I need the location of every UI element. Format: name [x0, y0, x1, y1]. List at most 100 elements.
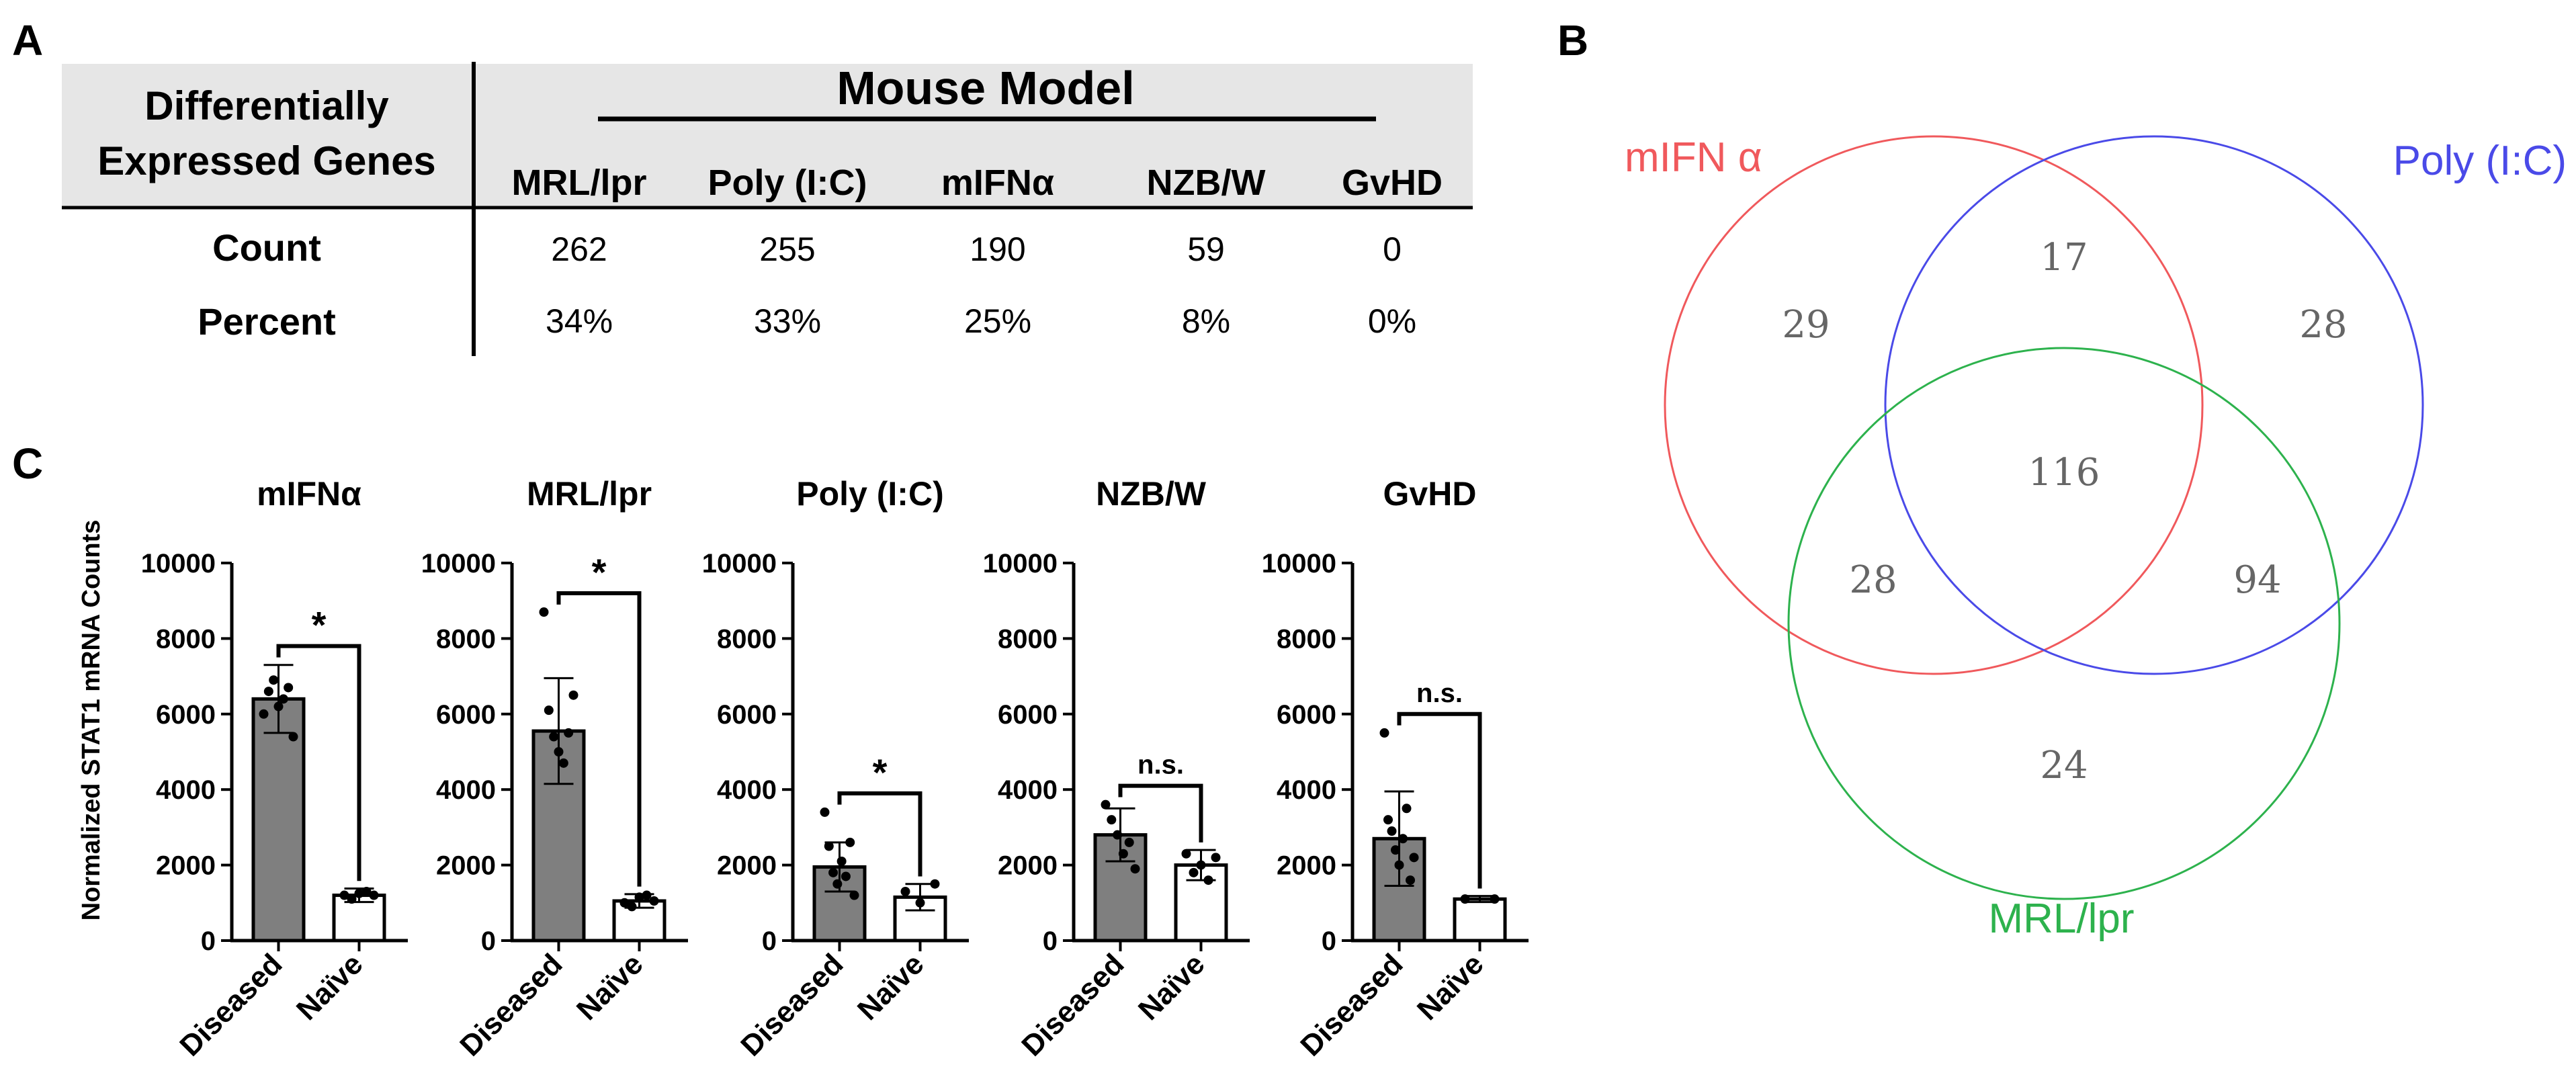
chart-title: Poly (I:C) — [796, 475, 943, 513]
venn-label-poly-ic: Poly (I:C) — [2393, 138, 2567, 184]
venn-circle-mrl-lpr — [1787, 347, 2341, 900]
data-point-diseased — [828, 867, 839, 877]
panel-label-a: A — [12, 16, 43, 64]
column-header-gvhd: GvHD — [1342, 163, 1443, 203]
x-category-label-diseased: Diseased — [1294, 947, 1409, 1062]
significance-label: n.s. — [1137, 750, 1184, 780]
data-point-diseased — [841, 871, 851, 881]
data-point-diseased — [259, 709, 269, 719]
panel-label-c: C — [12, 439, 43, 488]
data-point-naive — [930, 879, 940, 889]
y-tick-label: 4000 — [156, 775, 216, 805]
venn-count-poly-mrl: 94 — [2233, 558, 2281, 602]
data-point-naive — [1460, 894, 1470, 904]
data-point-diseased — [549, 732, 559, 742]
data-point-diseased — [564, 728, 574, 738]
y-tick-label: 2000 — [436, 851, 496, 881]
cell-percent-gvhd: 0% — [1368, 302, 1416, 340]
data-point-diseased — [288, 732, 298, 742]
data-point-naive — [361, 886, 372, 896]
data-point-diseased — [836, 856, 847, 866]
y-tick-label: 10000 — [702, 549, 777, 578]
data-point-diseased — [1107, 815, 1117, 825]
data-point-diseased — [1118, 849, 1128, 859]
column-header-mifna: mIFNα — [941, 163, 1054, 203]
venn-count-all: 116 — [2028, 451, 2100, 494]
significance-bracket — [837, 791, 922, 877]
y-tick-label: 6000 — [436, 700, 496, 730]
data-point-naive — [915, 898, 925, 908]
data-point-naive — [1196, 860, 1206, 870]
significance-label: n.s. — [1416, 679, 1463, 708]
chart-title: NZB/W — [1096, 475, 1207, 513]
chart-title: mIFNα — [257, 475, 361, 513]
y-tick-label: 10000 — [1262, 549, 1336, 578]
column-header-nzbw: NZB/W — [1147, 163, 1266, 203]
data-point-diseased — [1406, 875, 1415, 885]
deg-table: Differentially Expressed Genes Mouse Mod… — [62, 62, 1473, 356]
data-point-diseased — [278, 694, 288, 704]
data-point-diseased — [1387, 826, 1397, 836]
panel-label-b: B — [1557, 16, 1588, 64]
data-point-diseased — [845, 837, 855, 847]
y-tick-label: 8000 — [436, 624, 496, 654]
data-point-diseased — [1113, 830, 1123, 840]
y-tick-label: 8000 — [998, 624, 1058, 654]
x-category-label-naive: Naïve — [290, 947, 370, 1027]
data-point-naive — [642, 890, 652, 900]
data-point-naive — [627, 902, 637, 912]
y-axis-label: Normalized STAT1 mRNA Counts — [77, 520, 105, 921]
data-point-diseased — [539, 607, 549, 617]
data-point-diseased — [1391, 845, 1400, 855]
y-tick-label: 0 — [1043, 926, 1058, 956]
y-tick-label: 10000 — [141, 549, 216, 578]
y-tick-label: 2000 — [156, 851, 216, 881]
data-point-naive — [1203, 875, 1213, 885]
data-point-naive — [339, 890, 349, 900]
chart-panel-mifn: mIFNα 0 2000 4000 6000 8000 10000 Diseased Naïve… — [141, 475, 408, 1063]
y-tick-label: 0 — [481, 926, 496, 956]
venn-diagram: mIFN α Poly (I:C) MRL/lpr 29 28 17 116 2… — [1625, 134, 2567, 942]
y-tick-label: 4000 — [436, 775, 496, 805]
data-point-naive — [354, 888, 364, 898]
venn-label-mrl-lpr: MRL/lpr — [1988, 896, 2134, 942]
data-point-diseased — [273, 701, 284, 711]
y-tick-label: 2000 — [998, 851, 1058, 881]
x-category-label-naive: Naïve — [1132, 947, 1211, 1027]
data-point-diseased — [832, 879, 843, 889]
data-point-diseased — [558, 758, 568, 768]
data-point-naive — [1189, 867, 1199, 877]
y-tick-label: 8000 — [717, 624, 777, 654]
x-category-label-diseased: Diseased — [454, 947, 568, 1062]
venn-count-mifna-poly: 17 — [2040, 236, 2088, 279]
venn-count-poly-only: 28 — [2299, 303, 2347, 347]
chart-panel-mrl-lpr: MRL/lpr 0 2000 4000 6000 8000 10000 Diseased Naï… — [421, 475, 688, 1063]
data-point-diseased — [1394, 860, 1404, 870]
chart-panel-poly-i-c: Poly (I:C) 0 2000 4000 6000 8000 10000 Diseased… — [702, 475, 969, 1063]
data-point-diseased — [284, 683, 294, 693]
venn-circle-poly-ic — [1884, 135, 2424, 675]
significance-bracket — [1397, 711, 1482, 889]
y-tick-label: 6000 — [156, 700, 216, 730]
data-point-diseased — [1409, 853, 1419, 863]
data-point-diseased — [554, 747, 564, 756]
data-point-diseased — [269, 675, 279, 685]
bar-naive — [1453, 897, 1507, 943]
data-point-diseased — [1124, 837, 1134, 847]
data-point-diseased — [544, 705, 554, 716]
y-tick-label: 4000 — [998, 775, 1058, 805]
venn-count-mifna-mrl: 28 — [1849, 558, 1897, 602]
venn-count-mifna-only: 29 — [1782, 303, 1830, 347]
significance-label: * — [312, 604, 327, 646]
cell-count-poly-ic: 255 — [759, 230, 815, 268]
row-header-line-2: Expressed Genes — [97, 138, 436, 183]
x-category-label-naive: Naïve — [570, 947, 650, 1027]
data-point-diseased — [824, 841, 834, 851]
chart-panel-nzb-w: NZB/W 0 2000 4000 6000 8000 10000 Diseased Naïve… — [983, 475, 1250, 1063]
row-label-percent: Percent — [198, 300, 335, 343]
chart-title: GvHD — [1383, 475, 1477, 513]
chart-title: MRL/lpr — [527, 475, 652, 513]
x-category-label-diseased: Diseased — [1015, 947, 1130, 1062]
y-tick-label: 8000 — [1277, 624, 1336, 654]
